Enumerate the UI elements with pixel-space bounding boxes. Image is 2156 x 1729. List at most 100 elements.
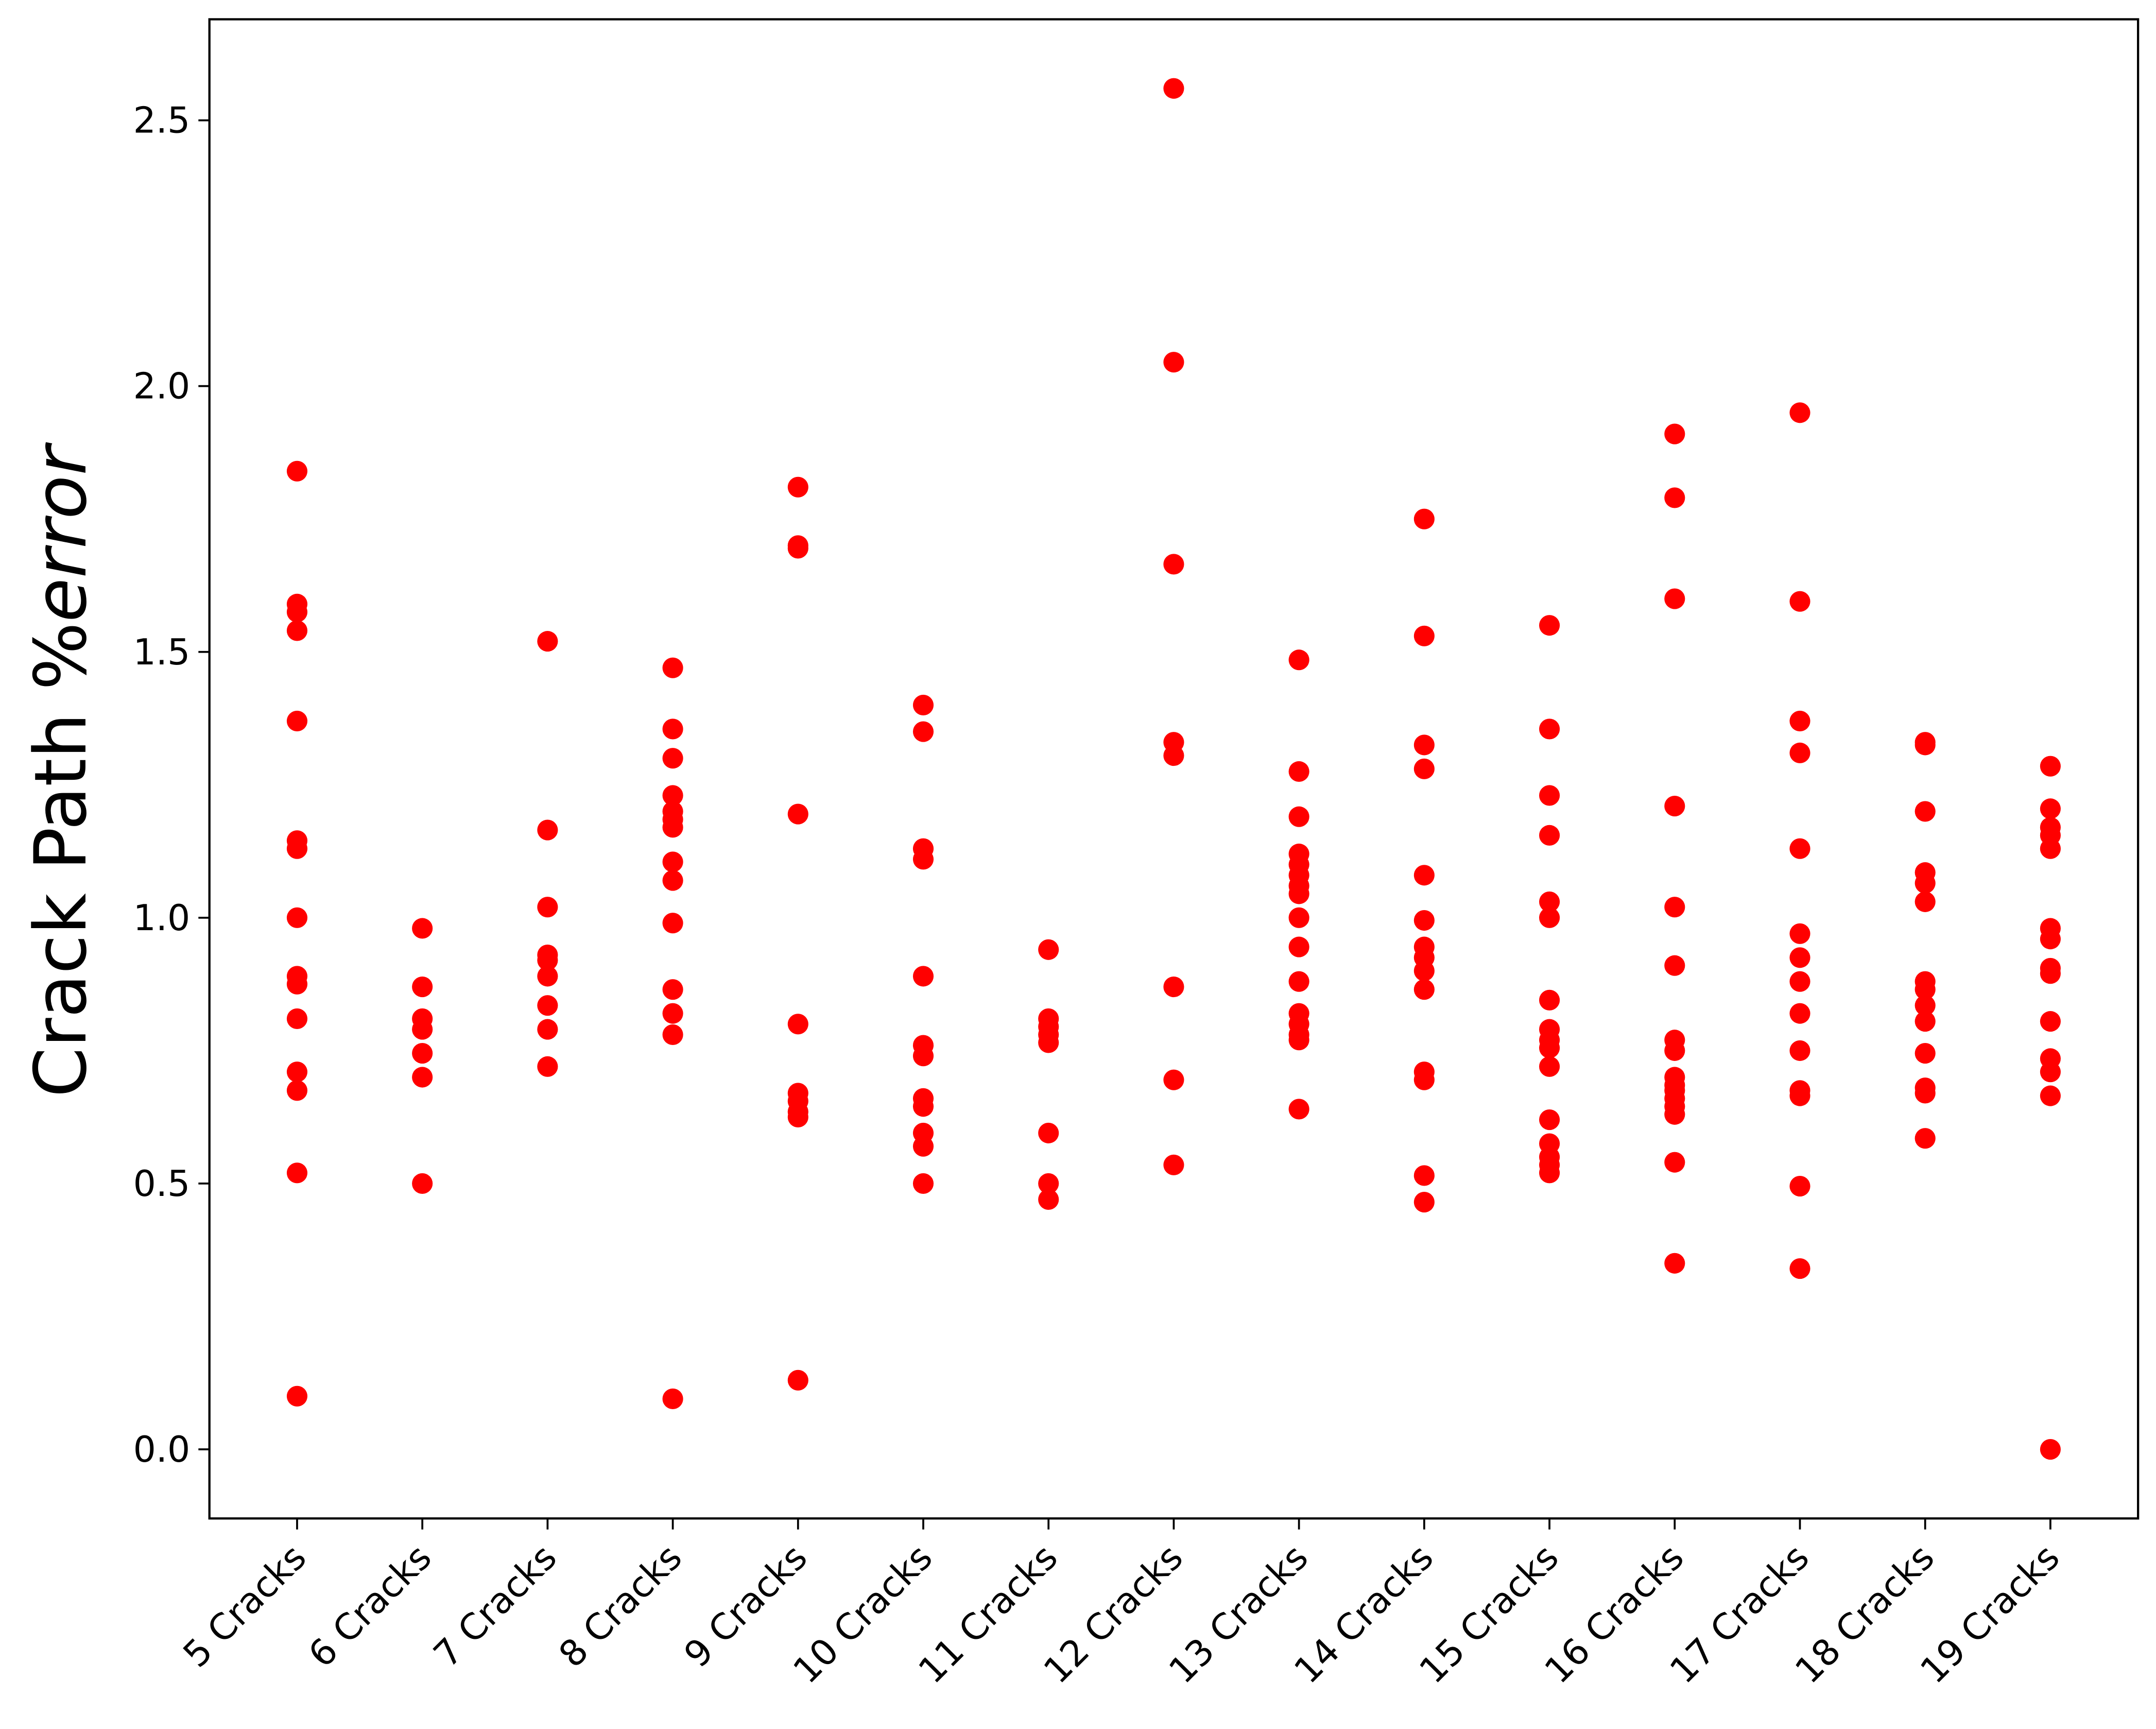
point	[1038, 1173, 1059, 1194]
point	[1664, 796, 1685, 817]
point	[1914, 734, 1936, 756]
point	[1664, 588, 1685, 609]
point	[286, 1385, 308, 1407]
point	[662, 1024, 683, 1045]
point	[1288, 907, 1309, 928]
plot-frame	[208, 18, 2140, 1520]
point	[1163, 1154, 1184, 1175]
point	[1288, 649, 1309, 671]
point	[1413, 508, 1435, 529]
point	[412, 976, 433, 998]
point	[1163, 976, 1184, 998]
point	[912, 721, 934, 742]
point	[1288, 883, 1309, 904]
point	[662, 913, 683, 934]
point	[1789, 838, 1810, 859]
point	[1664, 1104, 1685, 1125]
point	[2040, 756, 2061, 777]
x-tick-label: 7 Cracks	[426, 1536, 565, 1675]
point	[787, 803, 808, 825]
point	[286, 973, 308, 995]
point	[1413, 910, 1435, 931]
point	[1789, 1040, 1810, 1061]
point	[412, 1067, 433, 1088]
y-tick-label: 2.5	[133, 100, 191, 142]
point	[1288, 806, 1309, 827]
point	[286, 620, 308, 641]
point	[1789, 971, 1810, 992]
point	[1914, 1011, 1936, 1032]
point	[537, 819, 558, 841]
point	[1914, 979, 1936, 1000]
point	[412, 918, 433, 939]
point	[787, 1106, 808, 1127]
point	[662, 817, 683, 838]
point	[537, 1056, 558, 1077]
point	[1539, 891, 1560, 912]
y-tick-label: 1.5	[133, 631, 191, 673]
point	[537, 966, 558, 987]
point	[537, 950, 558, 971]
point	[286, 602, 308, 623]
point	[1413, 960, 1435, 982]
point	[1038, 1189, 1059, 1210]
point	[286, 1008, 308, 1030]
point	[1288, 971, 1309, 992]
point	[1539, 825, 1560, 846]
point	[912, 1173, 934, 1194]
point	[912, 1136, 934, 1157]
point	[1038, 1032, 1059, 1053]
x-tick-label: 5 Cracks	[175, 1536, 314, 1675]
point	[787, 1014, 808, 1035]
point	[1038, 1122, 1059, 1143]
point	[412, 1173, 433, 1194]
point	[662, 979, 683, 1000]
point	[1789, 1176, 1810, 1197]
x-tick-label: 8 Cracks	[551, 1536, 690, 1675]
point	[1789, 710, 1810, 732]
point	[1413, 734, 1435, 756]
point	[1413, 865, 1435, 886]
point	[1539, 718, 1560, 740]
y-tick-label: 2.0	[133, 366, 191, 407]
point	[912, 1046, 934, 1067]
point	[2040, 1439, 2061, 1460]
point	[1413, 1165, 1435, 1186]
point	[1038, 939, 1059, 960]
point	[1288, 936, 1309, 957]
point	[662, 748, 683, 769]
point	[1914, 1083, 1936, 1104]
point	[2040, 1085, 2061, 1106]
point	[1914, 872, 1936, 894]
point	[1539, 1037, 1560, 1058]
point	[662, 785, 683, 806]
point	[1914, 801, 1936, 822]
y-tick-label: 1.0	[133, 897, 191, 939]
point	[662, 851, 683, 872]
point	[912, 966, 934, 987]
point	[1413, 758, 1435, 779]
point	[1288, 1030, 1309, 1051]
x-tick-label: 6 Cracks	[301, 1536, 440, 1675]
point	[1163, 1069, 1184, 1090]
point	[2040, 929, 2061, 950]
point	[412, 1042, 433, 1064]
point	[286, 838, 308, 859]
point	[286, 907, 308, 928]
point	[286, 1062, 308, 1083]
point	[1413, 979, 1435, 1000]
point	[1664, 487, 1685, 508]
point	[1539, 989, 1560, 1011]
point	[1664, 1152, 1685, 1173]
point	[787, 476, 808, 498]
point	[1288, 1099, 1309, 1120]
point	[412, 1019, 433, 1040]
point	[1664, 423, 1685, 444]
point	[1288, 761, 1309, 782]
point	[1789, 923, 1810, 944]
point	[1539, 1162, 1560, 1184]
point	[1664, 955, 1685, 976]
point	[1789, 1085, 1810, 1106]
